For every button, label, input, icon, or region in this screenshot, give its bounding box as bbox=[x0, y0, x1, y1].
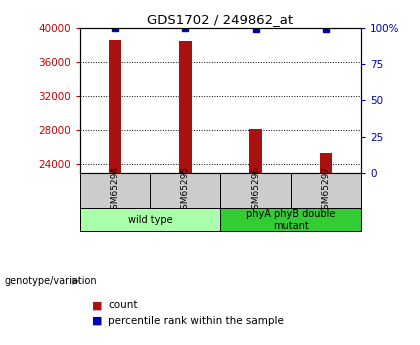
Bar bbox=[220, 173, 291, 208]
Text: genotype/variation: genotype/variation bbox=[4, 276, 97, 286]
Bar bbox=[220, 208, 361, 231]
Text: percentile rank within the sample: percentile rank within the sample bbox=[108, 316, 284, 326]
Bar bbox=[179, 41, 192, 173]
Text: GSM65295: GSM65295 bbox=[181, 166, 190, 215]
Text: GSM65297: GSM65297 bbox=[322, 166, 331, 215]
Text: GSM65294: GSM65294 bbox=[110, 166, 119, 215]
Bar bbox=[80, 208, 220, 231]
Text: ■: ■ bbox=[92, 316, 103, 326]
Bar bbox=[320, 153, 332, 173]
Bar bbox=[150, 173, 220, 208]
Bar bbox=[249, 129, 262, 173]
Bar bbox=[80, 173, 150, 208]
Bar bbox=[109, 40, 121, 173]
Text: count: count bbox=[108, 300, 138, 310]
Text: wild type: wild type bbox=[128, 215, 173, 225]
Text: GSM65296: GSM65296 bbox=[251, 166, 260, 215]
Bar bbox=[291, 173, 361, 208]
Text: phyA phyB double
mutant: phyA phyB double mutant bbox=[246, 209, 336, 230]
Title: GDS1702 / 249862_at: GDS1702 / 249862_at bbox=[147, 13, 294, 27]
Text: ■: ■ bbox=[92, 300, 103, 310]
